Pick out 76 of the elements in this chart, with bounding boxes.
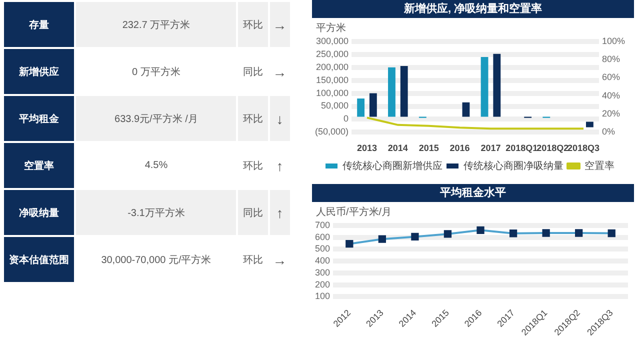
x-tick-label: 2015 bbox=[418, 143, 439, 154]
text: 存量 bbox=[4, 2, 74, 47]
point bbox=[575, 229, 583, 237]
bar bbox=[388, 67, 396, 117]
text: 环比 bbox=[242, 160, 264, 174]
text: 232.7 万平方米 bbox=[76, 2, 236, 47]
x-tick-label: 2018Q2 bbox=[536, 143, 569, 154]
y2-tick-label: 100% bbox=[602, 36, 626, 46]
text: 平均租金 bbox=[4, 96, 74, 141]
bar bbox=[462, 102, 470, 117]
text: 新增供应 bbox=[4, 49, 74, 94]
point bbox=[476, 226, 484, 234]
point bbox=[509, 230, 518, 238]
text: → bbox=[272, 62, 288, 82]
text: 633.9元/平方米 /月 bbox=[76, 96, 236, 141]
text: 环比 bbox=[238, 96, 268, 141]
x-tick-label: 2016 bbox=[450, 143, 470, 154]
y-tick-label: 300 bbox=[314, 267, 330, 278]
y-tick-label: 500 bbox=[314, 244, 330, 254]
text: 净吸纳量 bbox=[4, 190, 74, 235]
legend-label: 传统核心商圈新增供应 bbox=[342, 160, 442, 172]
x-tick-label: 2013 bbox=[356, 143, 378, 154]
text: 同比 bbox=[238, 190, 268, 235]
text: 环比 bbox=[238, 2, 268, 47]
y-tick-label: 0 bbox=[344, 114, 349, 124]
bar bbox=[369, 93, 377, 117]
y-axis-title: 平方米 bbox=[316, 22, 347, 34]
y2-tick-label: 80% bbox=[602, 54, 620, 64]
point bbox=[378, 235, 386, 243]
y2-tick-label: 20% bbox=[602, 108, 620, 119]
text: 4.5% bbox=[144, 159, 169, 173]
point bbox=[444, 230, 452, 238]
y-tick-label: (50,000) bbox=[314, 126, 349, 137]
legend-label: 空置率 bbox=[584, 160, 614, 172]
y2-tick-label: 0% bbox=[602, 126, 615, 137]
bar bbox=[480, 56, 488, 117]
y-tick-label: 250,000 bbox=[316, 48, 349, 59]
chart-title: 平均租金水平 bbox=[312, 184, 634, 202]
x-tick-label: 2018Q3 bbox=[568, 143, 600, 154]
x-tick-label: 2018Q1 bbox=[506, 143, 538, 154]
y-tick-label: 150,000 bbox=[316, 74, 349, 85]
x-tick-label: 2017 bbox=[480, 143, 501, 154]
text: → bbox=[272, 250, 288, 270]
y-tick-label: 600 bbox=[314, 232, 330, 242]
y-tick-label: 200,000 bbox=[316, 62, 349, 72]
text: 30,000-70,000 元/平方米 bbox=[100, 254, 212, 268]
point bbox=[542, 229, 550, 237]
text: ↓ bbox=[270, 96, 290, 141]
y-tick-label: 700 bbox=[314, 220, 330, 230]
y-tick-label: 400 bbox=[314, 256, 330, 266]
point bbox=[346, 240, 354, 248]
point bbox=[411, 232, 419, 241]
y-tick-label: 100 bbox=[314, 291, 330, 302]
point bbox=[608, 229, 616, 238]
text: 同比 bbox=[242, 66, 264, 80]
bar bbox=[493, 54, 501, 117]
x-tick-label: 2014 bbox=[388, 143, 408, 154]
text: 资本估值范围 bbox=[4, 237, 74, 282]
text: ↑ bbox=[275, 156, 284, 176]
y-tick-label: 100,000 bbox=[316, 88, 349, 98]
y-tick-label: 300,000 bbox=[316, 36, 349, 46]
text: 环比 bbox=[242, 254, 264, 268]
bar bbox=[400, 66, 408, 117]
chart-title: 新增供应, 净吸纳量和空置率 bbox=[312, 0, 634, 18]
y2-tick-label: 60% bbox=[602, 72, 620, 82]
y-tick-label: 50,000 bbox=[320, 100, 349, 111]
y2-tick-label: 40% bbox=[602, 90, 620, 100]
legend-label: 传统核心商圈净吸纳量 bbox=[464, 160, 564, 172]
text: 空置率 bbox=[4, 143, 74, 188]
y-axis-title: 人民币/平方米/月 bbox=[316, 206, 393, 218]
text: → bbox=[270, 2, 290, 47]
text: ↑ bbox=[270, 190, 290, 235]
text: -3.1万平方米 bbox=[76, 190, 236, 235]
text: 0 万平方米 bbox=[131, 66, 182, 80]
y-tick-label: 200 bbox=[314, 279, 330, 290]
bar bbox=[357, 98, 365, 117]
